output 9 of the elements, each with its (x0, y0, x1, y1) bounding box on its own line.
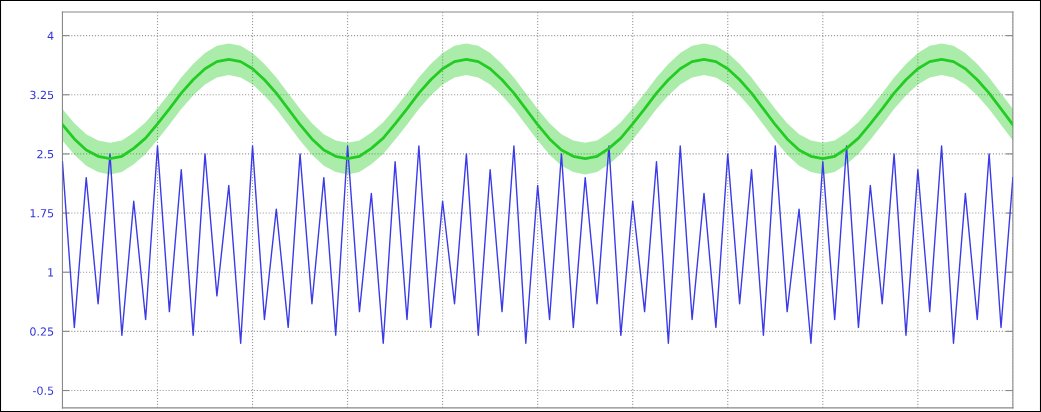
y-tick-label: 0.25 (30, 327, 54, 336)
line-series (62, 57, 1013, 161)
y-tick-label: 2.5 (37, 149, 54, 159)
y-tick-label: -0.5 (32, 386, 54, 395)
y-tick-label: 1.75 (30, 209, 54, 218)
y-tick-label: 3.25 (30, 90, 54, 100)
y-tick-label: 4 (47, 31, 54, 40)
y-tick-label: 1 (48, 268, 54, 277)
line-series (62, 145, 1013, 344)
